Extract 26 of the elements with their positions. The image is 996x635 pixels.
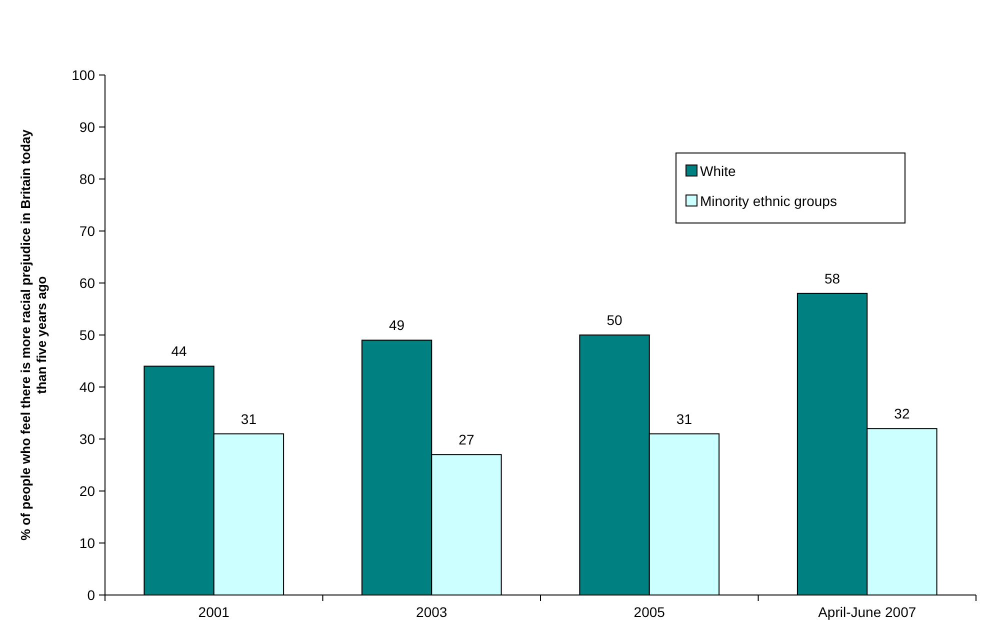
y-tick-label: 100 (72, 66, 96, 83)
y-tick-label: 20 (79, 482, 96, 499)
y-axis-title: % of people who feel there is more racial prejudice in Britain today than five years ago (18, 128, 49, 541)
y-tick-label: 0 (87, 586, 96, 603)
x-tick-label: April-June 2007 (818, 604, 916, 620)
y-tick-label: 60 (79, 274, 96, 291)
legend-label: White (700, 162, 736, 179)
y-tick-label: 70 (79, 222, 96, 239)
y-tick-label: 90 (79, 118, 96, 135)
y-tick-label: 40 (79, 378, 96, 395)
data-label: 50 (606, 312, 623, 328)
y-tick-label: 80 (79, 170, 96, 187)
y-tick-label: 30 (79, 430, 96, 447)
legend-label: Minority ethnic groups (700, 192, 837, 209)
data-label: 27 (458, 432, 474, 448)
x-tick-label: 2001 (198, 604, 230, 620)
x-tick-label: 2005 (634, 604, 666, 620)
data-label: 31 (676, 410, 692, 427)
data-label: 32 (894, 406, 910, 422)
data-label: 31 (240, 410, 257, 427)
data-label: 44 (171, 343, 188, 360)
data-label: 49 (388, 317, 405, 334)
y-tick-label: 10 (79, 534, 96, 551)
y-tick-label: 50 (79, 326, 96, 343)
data-label: 58 (824, 270, 840, 286)
x-tick-label: 2003 (416, 604, 448, 620)
